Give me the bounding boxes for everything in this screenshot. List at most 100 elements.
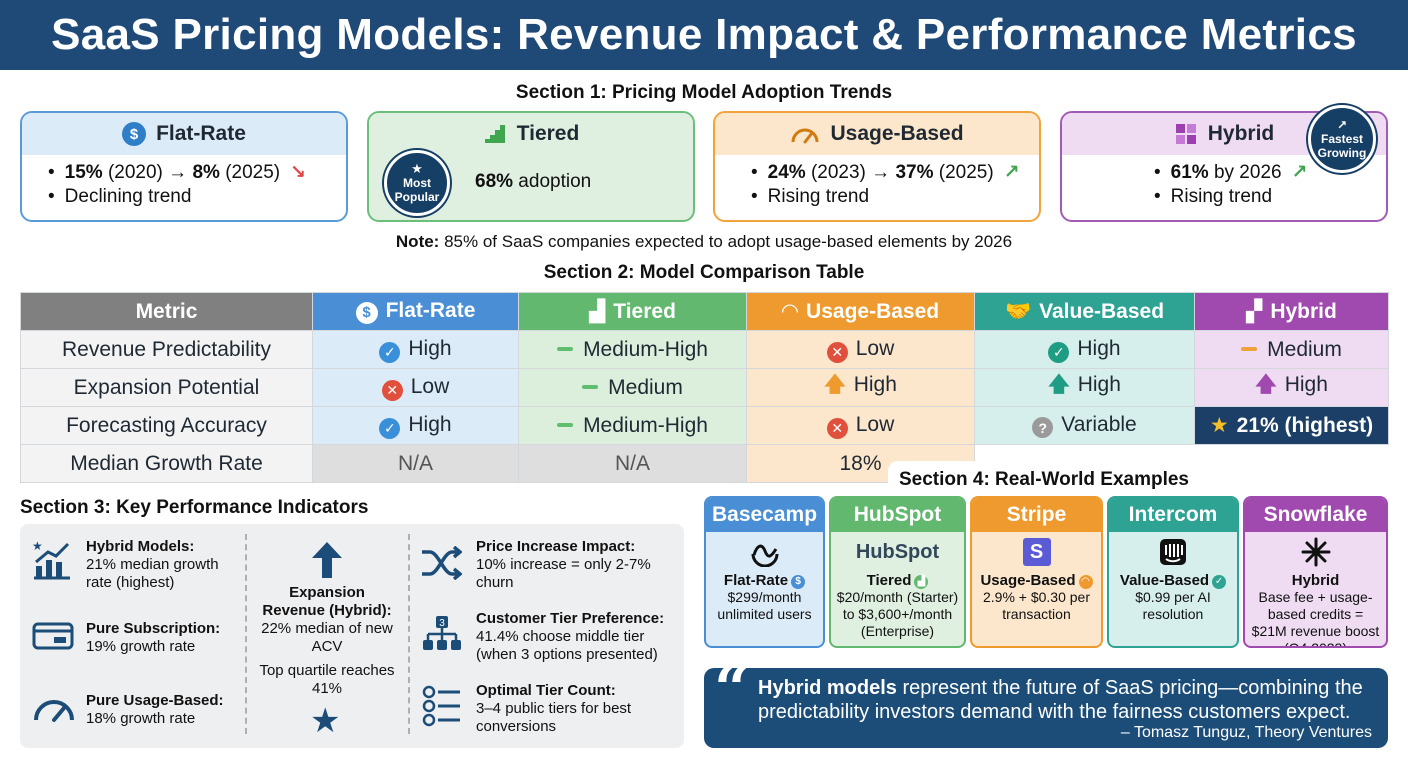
table-cell: ✕ Low — [746, 406, 975, 445]
stairs-icon — [484, 125, 505, 143]
arrow-up-icon: 🡅 — [1255, 373, 1277, 396]
table-cell: ✓ High — [312, 406, 519, 445]
example-desc: $0.99 per AI resolution — [1135, 589, 1211, 622]
divider — [245, 534, 247, 734]
card-title: Hybrid — [1207, 122, 1275, 145]
section-3-title: Section 3: Key Performance Indicators — [20, 497, 369, 518]
column-header: $ Flat-Rate — [312, 292, 519, 331]
quote-icon: “ — [714, 652, 750, 725]
column-header: 🤝 Value-Based — [974, 292, 1195, 331]
table-header-row: Metric $ Flat-Rate ▟ Tiered ◠ Usage-Based 🤝 Valu… — [20, 292, 1389, 331]
star-icon: ★ — [1209, 414, 1229, 437]
table-cell: Medium-High — [518, 330, 747, 369]
section-1-title: Section 1: Pricing Model Adoption Trends — [515, 82, 893, 103]
column-header: ▟ Tiered — [518, 292, 747, 331]
page-title: SaaS Pricing Models: Revenue Impact & Pe… — [0, 0, 1408, 70]
gauge-icon: ◠ — [781, 300, 799, 323]
card-title: Usage-Based — [830, 122, 964, 145]
table-cell: Medium — [518, 368, 747, 407]
dollar-icon: $ — [122, 122, 147, 146]
stripe-logo: S — [972, 532, 1101, 572]
trend-up-icon: ↗ — [1291, 162, 1308, 183]
column-header: ◠ Usage-Based — [746, 292, 975, 331]
kpi-top-quartile: Top quartile reaches 41% — [259, 662, 395, 697]
table-row: Expansion Potential ✕ Low Medium 🡅 High 🡅 High 🡅… — [20, 368, 1389, 407]
stairs-icon: ▟ — [589, 300, 606, 323]
arrow-up-icon — [310, 540, 344, 585]
check-icon: ✓ — [1048, 341, 1070, 363]
stat-value: 68% — [475, 171, 514, 192]
gauge-icon — [791, 128, 819, 144]
kpi-item: Hybrid Models: 21% median growth rate (hi… — [86, 538, 219, 591]
stat-value: 61% — [1170, 162, 1209, 183]
svg-text:★: ★ — [32, 539, 43, 553]
model-name: Hybrid — [1291, 572, 1340, 589]
puzzle-icon: ▞ — [1246, 300, 1263, 323]
model-name: Value-Based — [1119, 572, 1210, 589]
arrow-up-icon: 🡅 — [1048, 373, 1070, 396]
trend-text: Declining trend — [64, 186, 192, 207]
dash-icon — [557, 422, 574, 427]
table-cell: ✓ High — [312, 330, 519, 369]
credit-card-icon — [32, 620, 74, 657]
trend-text: Rising trend — [767, 186, 870, 207]
metric-label: Median Growth Rate — [20, 444, 313, 483]
model-icon: ✓ — [1212, 574, 1227, 589]
example-desc: $299/month unlimited users — [717, 589, 812, 622]
x-icon: ✕ — [826, 341, 848, 363]
section-2-title: Section 2: Model Comparison Table — [543, 262, 865, 283]
table-cell: Medium-High — [518, 406, 747, 445]
x-icon: ✕ — [826, 417, 848, 439]
table-cell: ★ 21% (highest) — [1194, 406, 1389, 445]
kpi-item: Price Increase Impact: 10% increase = onl… — [476, 538, 651, 591]
comparison-table: Metric $ Flat-Rate ▟ Tiered ◠ Usage-Based 🤝 Valu… — [20, 292, 1389, 483]
metric-label: Expansion Potential — [20, 368, 313, 407]
table-cell: Medium — [1194, 330, 1389, 369]
question-icon: ? — [1032, 417, 1054, 439]
table-row: Revenue Predictability ✓ High Medium-High ✕ L… — [20, 330, 1389, 369]
example-card-stripe: Stripe S Usage-Based ◠ 2.9% + $0.30 per t… — [970, 496, 1103, 648]
dollar-icon: $ — [355, 301, 378, 324]
hubspot-logo: HubSpot — [855, 540, 940, 563]
table-cell: 🡅 High — [746, 368, 975, 407]
handshake-icon: 🤝 — [1004, 299, 1032, 323]
company-name: Snowflake — [1245, 498, 1386, 532]
model-icon: ▟ — [914, 574, 929, 589]
trend-up-icon: ↗ — [1336, 118, 1348, 132]
company-name: Basecamp — [706, 498, 823, 532]
star-icon: ★ — [411, 161, 423, 176]
card-title: Tiered — [516, 122, 580, 145]
model-name: Usage-Based — [980, 572, 1076, 589]
star-icon: ★ — [310, 702, 341, 740]
column-header: Metric — [20, 292, 313, 331]
model-name: Tiered — [866, 572, 912, 589]
card-tiered: Tiered 68% adoption — [367, 111, 695, 222]
kpi-item: Customer Tier Preference: 41.4% choose mi… — [476, 610, 665, 663]
chart-growth-icon: ★ — [30, 538, 76, 587]
example-desc: $20/month (Starter) to $3,600+/month (En… — [836, 589, 959, 639]
company-name: Stripe — [972, 498, 1101, 532]
fastest-growing-badge: ↗ Fastest Growing — [1308, 105, 1376, 173]
dash-icon — [1241, 346, 1258, 351]
hierarchy-icon: 3 — [422, 614, 462, 659]
trend-up-icon: ↗ — [1003, 162, 1020, 183]
example-desc: 2.9% + $0.30 per transaction — [982, 589, 1091, 622]
trend-down-icon: ↘ — [290, 162, 307, 183]
card-title: Flat-Rate — [156, 122, 246, 145]
card-flat-rate: $ Flat-Rate • 15% (2020) → 8% (2025) ↘ • De… — [20, 111, 348, 222]
metric-label: Revenue Predictability — [20, 330, 313, 369]
checklist-icon — [422, 684, 462, 733]
table-cell: N/A — [312, 444, 519, 483]
model-name: Flat-Rate — [723, 572, 789, 589]
svg-text:3: 3 — [439, 618, 445, 629]
model-icon: ◠ — [1078, 574, 1093, 589]
table-cell: ✓ High — [974, 330, 1195, 369]
stat-value: 15% — [64, 162, 103, 183]
kpi-panel: ★ Hybrid Models: 21% median growth rate (… — [20, 524, 684, 748]
section-4-title: Section 4: Real-World Examples — [888, 461, 1200, 495]
table-cell: ✕ Low — [746, 330, 975, 369]
stat-value: 8% — [192, 162, 220, 183]
x-icon: ✕ — [381, 379, 403, 401]
intercom-logo — [1109, 532, 1237, 572]
most-popular-badge: ★ Most Popular — [384, 150, 450, 216]
